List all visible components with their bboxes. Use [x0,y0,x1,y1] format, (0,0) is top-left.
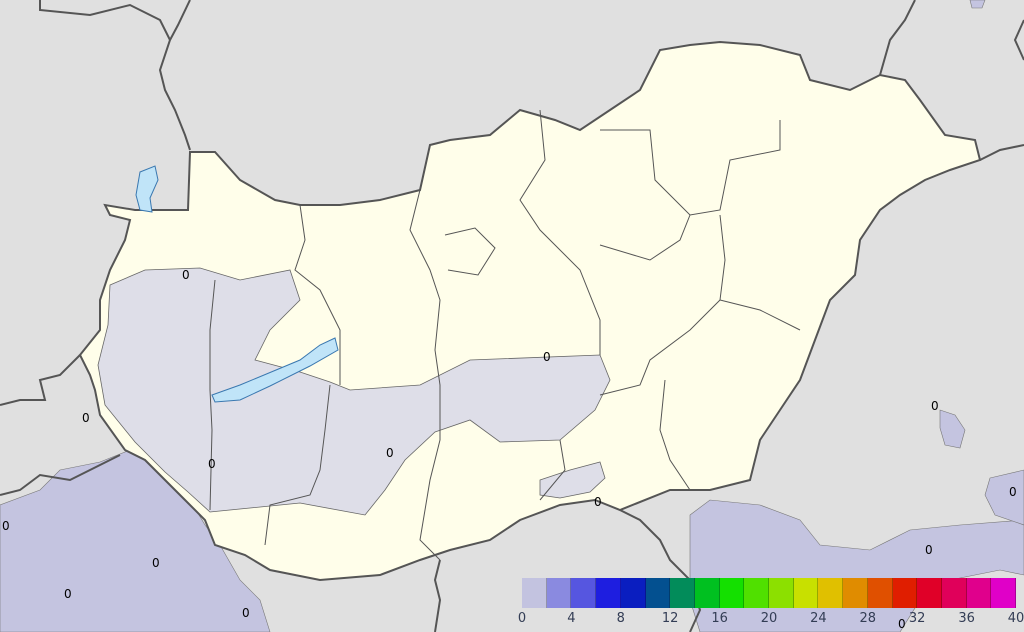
contour-label: 0 [64,587,72,601]
contour-label: 0 [208,457,216,471]
county-borders [209,109,801,561]
contour-label: 0 [594,495,602,509]
legend-bin [571,578,597,608]
legend-tick-label: 12 [661,611,679,626]
legend-bin [645,578,671,608]
legend-bin [941,578,967,608]
legend-bin [843,578,868,608]
legend-bin [744,578,770,608]
contour-label: 0 [386,446,394,460]
legend-bin [546,578,572,608]
contour-labels: 0 0 0 0 0 0 0 0 0 0 0 0 0 0 [2,268,1017,631]
contour-label: 0 [931,399,939,413]
legend-bin [769,578,794,608]
legend-tick-label: 28 [859,611,877,626]
contour-label: 0 [898,617,906,631]
lake-neusiedl [135,165,159,213]
color-legend [522,578,1017,608]
legend-bin [892,578,918,608]
contour-label: 0 [82,411,90,425]
legend-bin [620,578,646,608]
legend-tick-label: 16 [711,611,728,626]
legend-tick-label: 40 [1007,611,1024,626]
legend-tick-label: 4 [567,611,576,626]
legend-tick-label: 36 [958,611,975,626]
lake-balaton [211,337,339,403]
legend-tick-label: 24 [810,611,827,626]
legend-bin [818,578,844,608]
contour-label: 0 [543,350,551,364]
legend-bin [793,578,819,608]
contour-label: 0 [1009,485,1017,499]
legend-tick-label: 32 [908,611,926,626]
contour-label: 0 [152,556,160,570]
contour-label: 0 [182,268,190,282]
legend-bin [522,578,547,608]
legend-bin [966,578,992,608]
legend-bin [694,578,720,608]
contour-label: 0 [925,543,933,557]
legend-bin [991,578,1017,608]
contour-label: 0 [2,519,10,533]
precip-area-east-2 [984,469,1024,526]
legend-tick-label: 0 [517,611,527,626]
precip-area-east [939,409,966,449]
legend-bin [917,578,942,608]
legend-bin [719,578,745,608]
legend-tick-label: 20 [760,611,778,626]
legend-bin [596,578,621,608]
legend-bin [670,578,695,608]
precip-area-north [969,0,986,9]
legend-bin [867,578,893,608]
contour-label: 0 [242,606,250,620]
legend-tick-label: 8 [616,611,625,626]
